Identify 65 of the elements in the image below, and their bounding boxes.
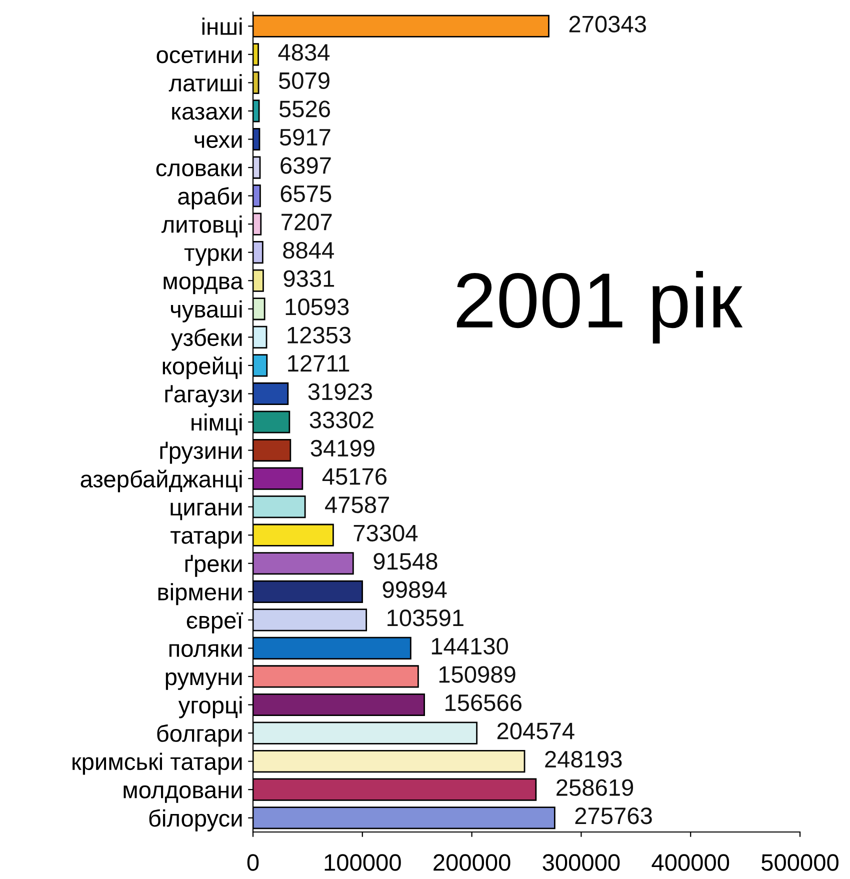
y-tick-label: латиші xyxy=(168,74,242,92)
x-tick-label: 300000 xyxy=(542,854,620,871)
data-label: 8844 xyxy=(283,242,334,259)
data-label: 204574 xyxy=(497,722,574,740)
data-label: 10593 xyxy=(286,298,349,316)
annotation: 2001 рік xyxy=(456,270,743,344)
data-label: 5917 xyxy=(280,128,330,146)
data-label: 45176 xyxy=(322,468,386,485)
y-tick-label: кримські татари xyxy=(72,752,242,775)
data-label: 34199 xyxy=(310,440,374,457)
data-label: 248193 xyxy=(545,750,622,768)
y-tick-label: болгари xyxy=(157,724,242,747)
data-label: 31923 xyxy=(308,383,372,400)
y-tick-label: литовці xyxy=(161,216,242,238)
x-tick-label: 200000 xyxy=(434,854,510,871)
data-label: 47587 xyxy=(325,496,389,514)
data-label: 9331 xyxy=(284,270,334,287)
x-tick-label: 0 xyxy=(247,854,259,871)
y-tick-label: мордва xyxy=(164,276,244,294)
data-label: 99894 xyxy=(382,581,447,598)
data-label: 91548 xyxy=(374,553,438,570)
data-label: 73304 xyxy=(354,524,418,542)
x-tick-label: 500000 xyxy=(762,854,838,871)
data-label: 6575 xyxy=(280,185,332,202)
y-tick-label: чуваші xyxy=(170,300,242,322)
data-label: 12711 xyxy=(288,355,350,372)
y-tick-label: азербайджанці xyxy=(80,470,242,492)
y-tick-label: вірмени xyxy=(158,583,242,606)
x-tick-label: 400000 xyxy=(652,854,730,871)
y-tick-label: ґагаузи xyxy=(165,385,242,408)
y-tick-label: корейці xyxy=(162,356,242,380)
y-tick-label: татари xyxy=(170,530,242,549)
y-tick-label: цигани xyxy=(170,502,242,520)
data-label: 7207 xyxy=(282,214,332,230)
data-label: 156566 xyxy=(446,694,522,712)
y-tick-label: араби xyxy=(178,187,242,210)
data-label: 6397 xyxy=(280,157,331,174)
y-tick-label: румуни xyxy=(166,672,242,690)
y-tick-label: узбеки xyxy=(171,328,242,351)
data-label: 5526 xyxy=(279,100,330,118)
data-label: 150989 xyxy=(439,666,516,683)
data-label: 12353 xyxy=(288,326,351,344)
y-tick-label: інші xyxy=(202,18,242,35)
data-label: 4834 xyxy=(278,44,330,61)
data-label: 270343 xyxy=(569,16,646,32)
data-label: 33302 xyxy=(310,412,374,428)
data-label: 275763 xyxy=(575,807,652,824)
y-tick-label: євреї xyxy=(186,612,244,634)
data-label: 103591 xyxy=(388,610,464,626)
y-tick-label: угорці xyxy=(178,696,242,718)
y-tick-label: ґреки xyxy=(185,554,242,577)
y-tick-label: німці xyxy=(192,413,242,436)
y-tick-label: молдовани xyxy=(124,785,242,803)
data-label: 258619 xyxy=(556,779,634,796)
y-tick-label: білоруси xyxy=(149,809,242,832)
y-tick-label: казахи xyxy=(172,106,242,120)
y-tick-label: турки xyxy=(184,248,242,266)
data-label: 144130 xyxy=(432,638,508,655)
y-tick-label: чехи xyxy=(194,135,242,148)
y-tick-label: словаки xyxy=(156,163,242,176)
y-tick-label: осетини xyxy=(156,50,242,64)
y-tick-label: поляки xyxy=(169,644,242,657)
x-tick-label: 100000 xyxy=(324,854,401,871)
y-tick-label: ґрузини xyxy=(160,442,242,464)
data-label: 5079 xyxy=(278,72,330,90)
